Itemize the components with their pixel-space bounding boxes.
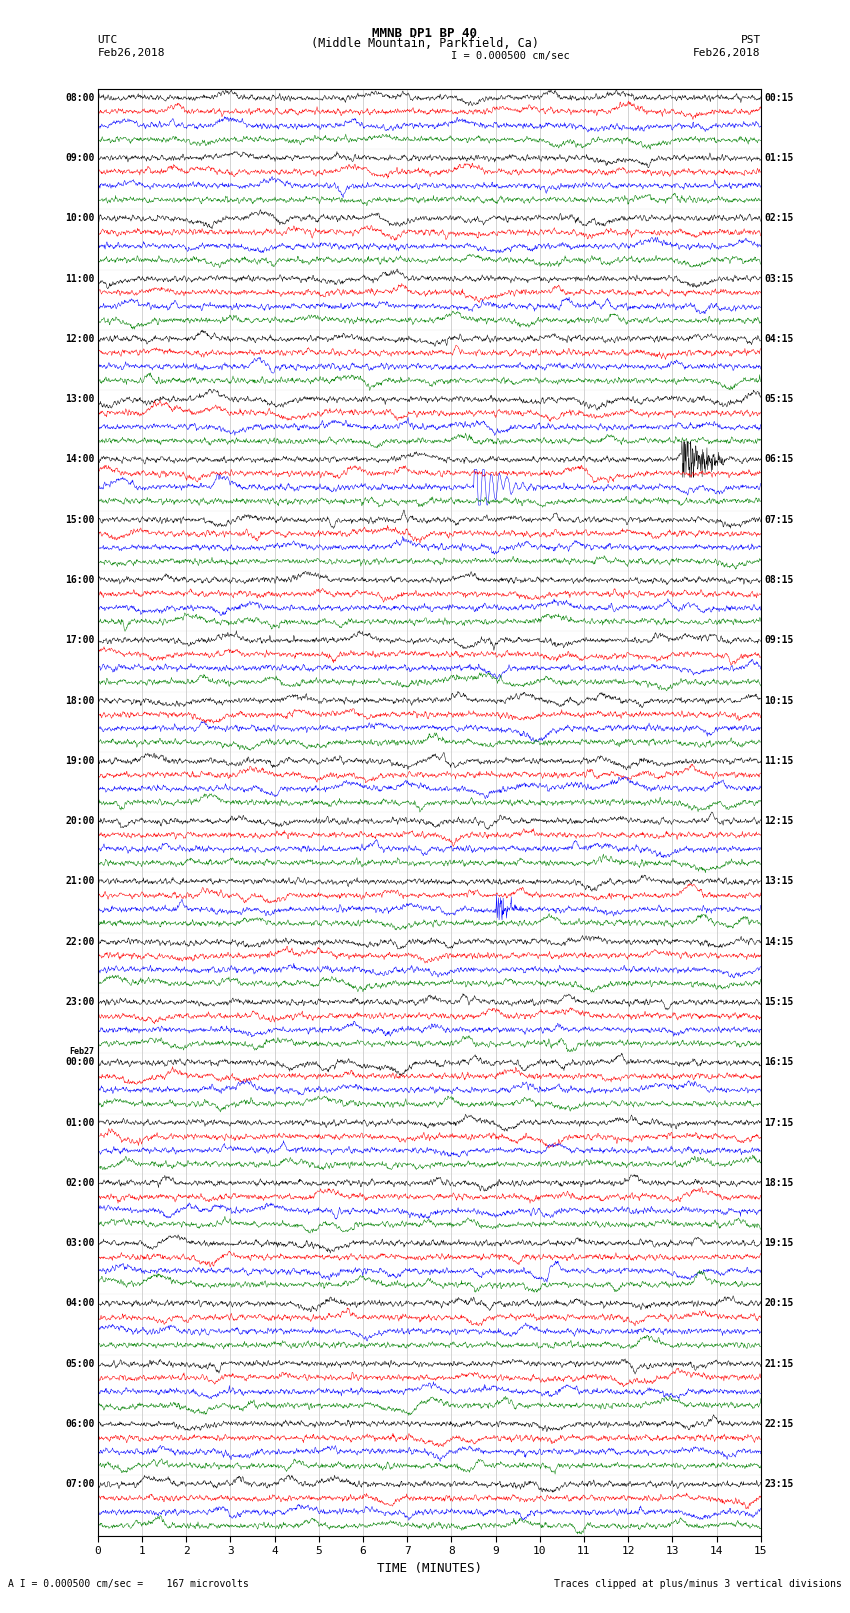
Text: 04:00: 04:00: [65, 1298, 94, 1308]
Text: 19:15: 19:15: [764, 1239, 793, 1248]
Text: Feb27: Feb27: [70, 1047, 94, 1057]
Text: 10:15: 10:15: [764, 695, 793, 705]
Text: 18:00: 18:00: [65, 695, 94, 705]
Text: 15:00: 15:00: [65, 515, 94, 524]
Text: 07:15: 07:15: [764, 515, 793, 524]
Text: 22:00: 22:00: [65, 937, 94, 947]
Text: 05:00: 05:00: [65, 1358, 94, 1369]
Text: I = 0.000500 cm/sec: I = 0.000500 cm/sec: [450, 52, 570, 61]
Text: 01:00: 01:00: [65, 1118, 94, 1127]
Text: 22:15: 22:15: [764, 1419, 793, 1429]
Text: 17:15: 17:15: [764, 1118, 793, 1127]
Text: MMNB DP1 BP 40: MMNB DP1 BP 40: [372, 26, 478, 39]
Text: 19:00: 19:00: [65, 756, 94, 766]
Text: 20:00: 20:00: [65, 816, 94, 826]
Text: 09:00: 09:00: [65, 153, 94, 163]
Text: 12:15: 12:15: [764, 816, 793, 826]
Text: 05:15: 05:15: [764, 394, 793, 405]
Text: A I = 0.000500 cm/sec =    167 microvolts: A I = 0.000500 cm/sec = 167 microvolts: [8, 1579, 249, 1589]
Text: 02:00: 02:00: [65, 1177, 94, 1187]
Text: 10:00: 10:00: [65, 213, 94, 223]
Text: 06:00: 06:00: [65, 1419, 94, 1429]
Text: 20:15: 20:15: [764, 1298, 793, 1308]
Text: 21:00: 21:00: [65, 876, 94, 887]
Text: 08:00: 08:00: [65, 94, 94, 103]
Text: (Middle Mountain, Parkfield, Ca): (Middle Mountain, Parkfield, Ca): [311, 37, 539, 50]
Text: 12:00: 12:00: [65, 334, 94, 344]
X-axis label: TIME (MINUTES): TIME (MINUTES): [377, 1561, 482, 1574]
Text: 21:15: 21:15: [764, 1358, 793, 1369]
Text: 13:15: 13:15: [764, 876, 793, 887]
Text: 14:00: 14:00: [65, 455, 94, 465]
Text: 18:15: 18:15: [764, 1177, 793, 1187]
Text: 06:15: 06:15: [764, 455, 793, 465]
Text: Traces clipped at plus/minus 3 vertical divisions: Traces clipped at plus/minus 3 vertical …: [553, 1579, 842, 1589]
Text: 00:00: 00:00: [65, 1058, 94, 1068]
Text: 02:15: 02:15: [764, 213, 793, 223]
Text: 07:00: 07:00: [65, 1479, 94, 1489]
Text: 16:00: 16:00: [65, 576, 94, 586]
Text: 16:15: 16:15: [764, 1058, 793, 1068]
Text: 14:15: 14:15: [764, 937, 793, 947]
Text: 03:00: 03:00: [65, 1239, 94, 1248]
Text: 09:15: 09:15: [764, 636, 793, 645]
Text: 01:15: 01:15: [764, 153, 793, 163]
Text: 13:00: 13:00: [65, 394, 94, 405]
Text: 11:00: 11:00: [65, 274, 94, 284]
Text: Feb26,2018: Feb26,2018: [694, 48, 761, 58]
Text: Feb26,2018: Feb26,2018: [98, 48, 165, 58]
Text: 23:15: 23:15: [764, 1479, 793, 1489]
Text: 11:15: 11:15: [764, 756, 793, 766]
Text: 15:15: 15:15: [764, 997, 793, 1007]
Text: 00:15: 00:15: [764, 94, 793, 103]
Text: 04:15: 04:15: [764, 334, 793, 344]
Text: 03:15: 03:15: [764, 274, 793, 284]
Text: 08:15: 08:15: [764, 576, 793, 586]
Text: 17:00: 17:00: [65, 636, 94, 645]
Text: UTC: UTC: [98, 35, 118, 45]
Text: 23:00: 23:00: [65, 997, 94, 1007]
Text: PST: PST: [740, 35, 761, 45]
